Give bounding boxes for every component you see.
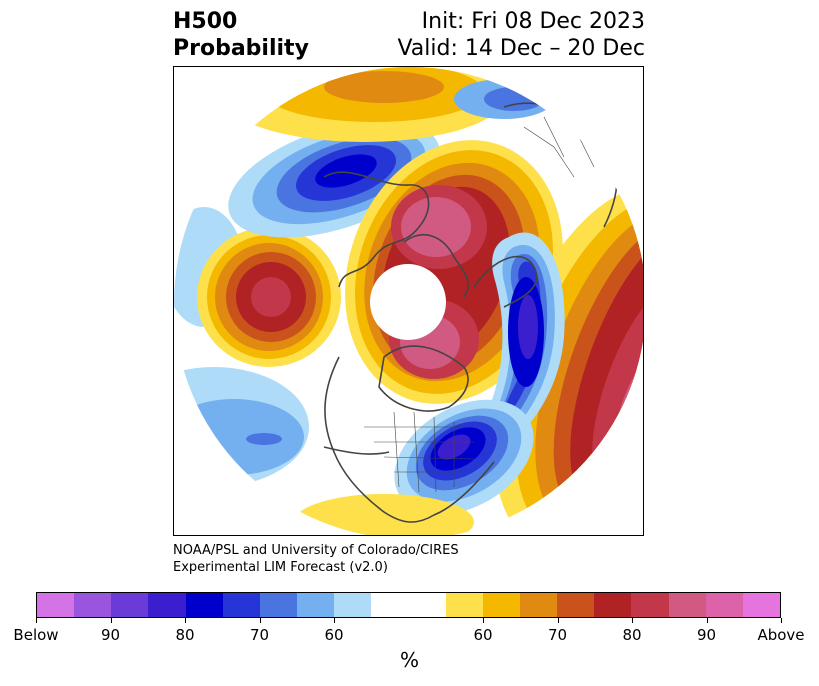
colorbar-above-2 <box>482 593 521 617</box>
colorbar-above-5 <box>594 593 632 617</box>
colorbar-below-4 <box>148 593 186 617</box>
colorbar-below-7 <box>259 593 298 617</box>
colorbar-tick <box>483 618 484 623</box>
colorbar-tick <box>632 618 633 623</box>
colorbar-above-9 <box>742 593 781 617</box>
colorbar-below-3 <box>111 593 149 617</box>
map-panel <box>173 66 644 536</box>
colorbar-tick <box>110 618 112 623</box>
colorbar-tick <box>557 618 559 623</box>
title-right: Init: Fri 08 Dec 2023 Valid: 14 Dec – 20… <box>397 8 645 62</box>
valid-period: Valid: 14 Dec – 20 Dec <box>397 36 645 61</box>
pacific-positive-anomaly <box>197 227 341 367</box>
colorbar-ticks: Below 90 80 70 60 60 70 80 90 Above <box>13 618 805 646</box>
colorbar-below-5 <box>185 593 223 617</box>
colorbar <box>36 592 781 618</box>
colorbar-tick-label: 70 <box>547 626 568 644</box>
colorbar-below-8 <box>297 593 335 617</box>
colorbar-unit: % <box>399 648 419 672</box>
colorbar-above-4 <box>557 593 595 617</box>
political-boundaries <box>364 116 595 493</box>
credit: NOAA/PSL and University of Colorado/CIRE… <box>173 542 459 576</box>
probability-map <box>174 67 643 535</box>
colorbar-below-1 <box>37 593 75 617</box>
colorbar-tick-label: 60 <box>324 626 344 644</box>
canada-positive-anomaly <box>345 140 563 404</box>
field-label: H500 <box>173 9 238 34</box>
colorbar-below-6 <box>222 593 260 617</box>
colorbar-tick <box>36 618 37 623</box>
colorbar-above-3 <box>520 593 558 617</box>
colorbar-neutral <box>371 593 446 617</box>
colorbar-tick <box>706 618 708 623</box>
colorbar-tick-label: Above <box>757 626 805 644</box>
colorbar-above-1 <box>445 593 483 617</box>
title-left: H500 Probability <box>173 8 309 62</box>
colorbar-tick-label: Below <box>13 626 59 644</box>
product-label: Probability <box>173 36 309 61</box>
credit-line-2: Experimental LIM Forecast (v2.0) <box>173 560 388 575</box>
colorbar-tick-label: 90 <box>696 626 717 644</box>
colorbar-above-7 <box>668 593 706 617</box>
colorbar-below-9 <box>334 593 372 617</box>
colorbar-above-6 <box>631 593 669 617</box>
colorbar-tick-label: 80 <box>622 626 642 644</box>
credit-line-1: NOAA/PSL and University of Colorado/CIRE… <box>173 543 459 558</box>
colorbar-tick-label: 70 <box>249 626 270 644</box>
colorbar-tick-label: 80 <box>175 626 195 644</box>
colorbar-tick <box>185 618 186 623</box>
init-date: Init: Fri 08 Dec 2023 <box>421 9 645 34</box>
southern-positive-band <box>294 494 474 535</box>
colorbar-below-2 <box>74 593 112 617</box>
colorbar-tick-label: 60 <box>473 626 493 644</box>
colorbar-tick <box>259 618 261 623</box>
colorbar-tick <box>334 618 335 623</box>
colorbar-tick-label: 90 <box>100 626 121 644</box>
colorbar-above-8 <box>705 593 743 617</box>
colorbar-tick <box>781 618 782 623</box>
